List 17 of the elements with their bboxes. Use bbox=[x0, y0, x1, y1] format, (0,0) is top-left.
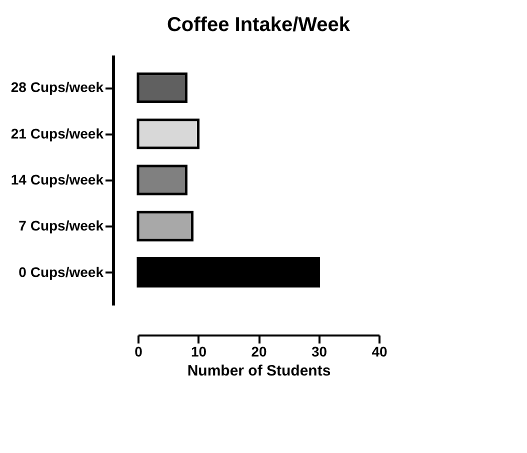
bar bbox=[136, 210, 194, 242]
x-tick-label: 20 bbox=[251, 344, 267, 360]
x-axis-title: Number of Students bbox=[187, 362, 331, 380]
y-tick-label: 7 Cups/week bbox=[18, 218, 104, 234]
chart-title: Coffee Intake/Week bbox=[166, 14, 351, 36]
y-tick-label: 28 Cups/week bbox=[10, 79, 104, 96]
y-tick-label: 0 Cups/week bbox=[18, 264, 104, 280]
x-tick-label: 30 bbox=[311, 344, 328, 360]
x-tick-label: 40 bbox=[372, 344, 388, 360]
bar bbox=[136, 257, 320, 288]
x-tick-label: 0 bbox=[134, 344, 143, 360]
y-tick-label: 14 Cups/week bbox=[10, 172, 104, 188]
x-tick-label: 10 bbox=[190, 344, 207, 360]
y-tick-label: 21 Cups/week bbox=[10, 125, 104, 142]
bar bbox=[136, 72, 188, 103]
bar bbox=[136, 164, 188, 196]
bar bbox=[136, 118, 200, 150]
